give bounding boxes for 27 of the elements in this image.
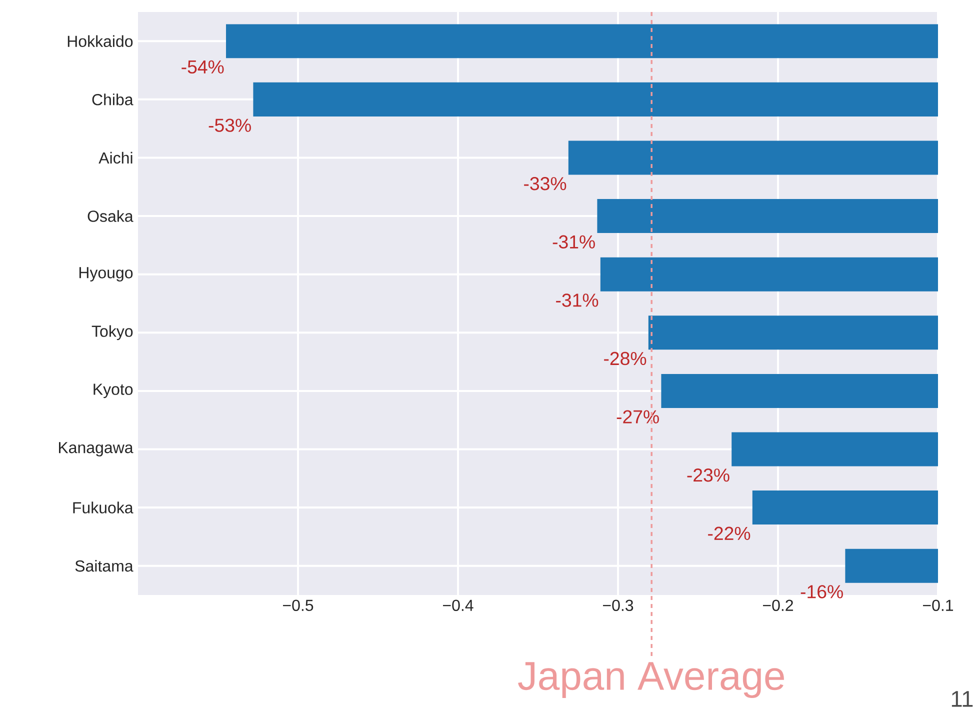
data-label: -33% — [524, 176, 566, 190]
y-tick-label: Chiba — [92, 94, 134, 106]
y-tick-label: Hyougo — [79, 267, 133, 282]
x-tick-label: −0.2 — [763, 600, 793, 612]
x-tick-label: −0.3 — [603, 600, 634, 612]
y-tick-label: Kanagawa — [58, 442, 134, 456]
data-label: -16% — [800, 585, 843, 598]
y-tick-label: Saitama — [75, 560, 134, 572]
y-tick-label: Hokkaido — [68, 35, 133, 47]
data-label: -23% — [687, 468, 730, 482]
data-label: -28% — [604, 352, 646, 366]
y-tick-label: Fukuoka — [73, 502, 134, 514]
data-label: -27% — [616, 410, 659, 424]
data-label: -53% — [208, 118, 251, 132]
data-label: -31% — [552, 235, 595, 249]
ref-line-label: Japan Average — [518, 662, 784, 698]
y-tick-label: Osaka — [88, 210, 134, 222]
y-tick-label: Tokyo — [92, 325, 133, 340]
data-label: -54% — [182, 60, 224, 74]
data-label: -31% — [556, 294, 598, 307]
x-tick-label: −0.5 — [283, 600, 314, 612]
y-tick-label: Kyoto — [94, 384, 133, 398]
text: 11 — [952, 691, 973, 707]
x-tick-label: −0.4 — [443, 600, 474, 612]
x-tick-label: −0.1 — [923, 600, 954, 612]
data-label: -22% — [708, 526, 750, 540]
y-tick-label: Aichi — [98, 152, 132, 164]
